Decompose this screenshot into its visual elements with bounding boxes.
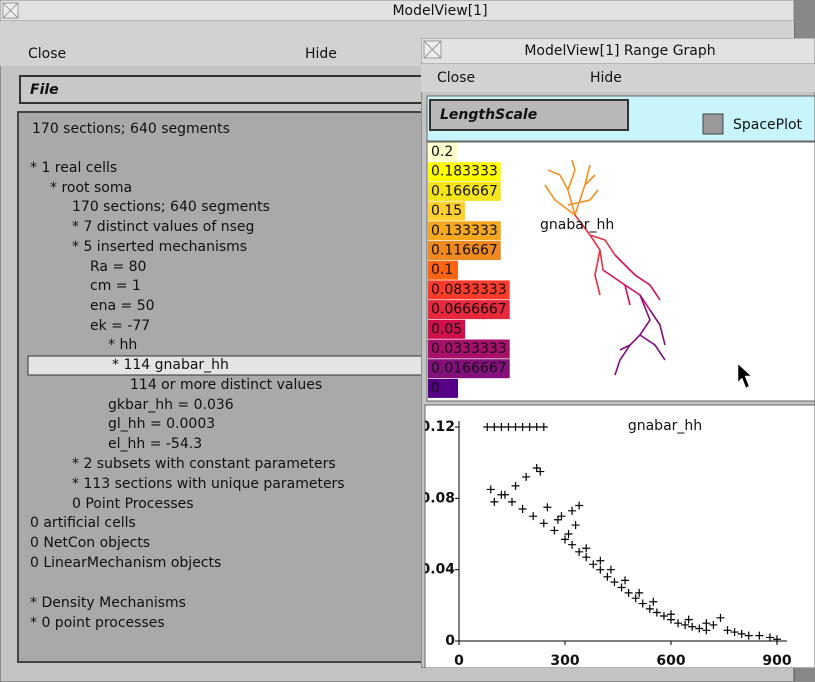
tree-line[interactable]: 0 NetCon objects xyxy=(30,535,150,551)
tree-line[interactable]: 0 Point Processes xyxy=(72,496,194,512)
tree-line[interactable]: * Density Mechanisms xyxy=(30,595,186,611)
x-tick-label: 0 xyxy=(454,653,464,669)
chart-title: gnabar_hh xyxy=(628,418,702,434)
scatter-plot xyxy=(425,405,815,668)
tree-line[interactable]: 114 or more distinct values xyxy=(130,377,322,393)
tree-line[interactable]: ek = -77 xyxy=(90,318,150,334)
scale-label: 0.15 xyxy=(431,203,462,219)
window-title: ModelView[1] Range Graph xyxy=(524,43,715,59)
scale-label: 0.0333333 xyxy=(431,341,507,357)
tree-line[interactable]: * hh xyxy=(108,337,137,353)
scale-label: 0.2 xyxy=(431,144,453,160)
tree-line[interactable]: * 1 real cells xyxy=(30,160,117,176)
tree-line[interactable]: 170 sections; 640 segments xyxy=(72,199,270,215)
x-tick-label: 600 xyxy=(656,653,685,669)
scale-label: 0.0833333 xyxy=(431,282,507,298)
shape-label: gnabar_hh xyxy=(540,217,614,233)
scale-label: 0.116667 xyxy=(431,243,498,259)
tree-line[interactable]: Ra = 80 xyxy=(90,259,146,275)
y-tick-label: 0 xyxy=(445,633,455,649)
window-title: ModelView[1] xyxy=(392,3,487,19)
y-tick-label: 0.04 xyxy=(420,562,455,578)
tree-line[interactable]: ena = 50 xyxy=(90,298,155,314)
tree-line[interactable]: el_hh = -54.3 xyxy=(108,436,202,452)
checkbox[interactable] xyxy=(703,114,723,134)
range-window: ModelView[1] Range Graph Close Hide Leng… xyxy=(420,38,815,669)
y-tick-label: 0.08 xyxy=(420,490,455,506)
menu-hide[interactable]: Hide xyxy=(590,70,622,86)
menu-close[interactable]: Close xyxy=(28,46,66,62)
tree-line[interactable]: 0 artificial cells xyxy=(30,515,136,531)
screen: ModelView[1] Close Hide File 170 section… xyxy=(0,0,815,682)
scale-label: 0.133333 xyxy=(431,223,498,239)
tree-line[interactable]: gkbar_hh = 0.036 xyxy=(108,397,234,413)
y-tick-label: 0.12 xyxy=(420,419,455,435)
scale-label: 0.166667 xyxy=(431,183,498,199)
tree-line[interactable]: * 2 subsets with constant parameters xyxy=(72,456,336,472)
tree-line[interactable]: gl_hh = 0.0003 xyxy=(108,416,215,432)
tree-line[interactable]: * 5 inserted mechanisms xyxy=(72,239,247,255)
tree-line[interactable]: * 0 point processes xyxy=(30,615,165,631)
tree-line[interactable]: cm = 1 xyxy=(90,278,141,294)
file-menu[interactable]: File xyxy=(30,82,59,98)
tree-line[interactable]: * root soma xyxy=(50,180,132,196)
x-tick-label: 300 xyxy=(550,653,579,669)
menu-close[interactable]: Close xyxy=(437,70,475,86)
checkbox-label: SpacePlot xyxy=(733,117,803,133)
tree-line[interactable]: * 7 distinct values of nseg xyxy=(72,219,254,235)
menu-hide[interactable]: Hide xyxy=(305,46,337,62)
scale-label: 0.05 xyxy=(431,321,462,337)
scale-label: 0.1 xyxy=(431,262,453,278)
x-tick-label: 900 xyxy=(762,653,791,669)
tree-line[interactable]: 170 sections; 640 segments xyxy=(32,121,230,137)
scale-label: 0.0166667 xyxy=(431,361,507,377)
tree-line[interactable]: * 114 gnabar_hh xyxy=(112,357,229,373)
scale-label: 0.183333 xyxy=(431,164,498,180)
tree-line[interactable]: 0 LinearMechanism objects xyxy=(30,555,221,571)
tree-line[interactable]: * 113 sections with unique parameters xyxy=(72,476,345,492)
scale-label: 0 xyxy=(431,380,440,396)
page: ModelView[1] Close Hide File 170 section… xyxy=(0,0,815,682)
scale-label: 0.0666667 xyxy=(431,302,507,318)
button-label: LengthScale xyxy=(440,107,537,123)
